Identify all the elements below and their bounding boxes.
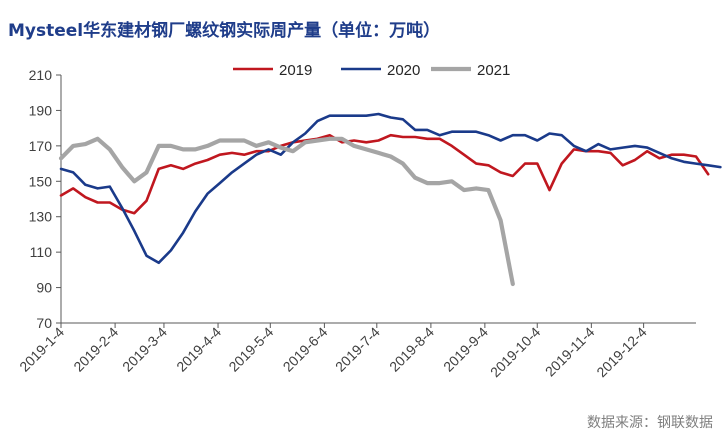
legend-label-2019: 2019 [279, 62, 312, 79]
legend: 2019 2020 2021 [233, 62, 510, 79]
series-line-2021 [58, 136, 515, 287]
chart-title: Mysteel华东建材钢厂螺纹钢实际周产量（单位：万吨） [8, 21, 441, 41]
x-tick-label: 2019-6-4 [280, 324, 331, 375]
y-tick-label: 170 [29, 138, 53, 154]
x-tick-label: 2019-5-4 [225, 324, 276, 375]
x-tick-label: 2019-7-4 [332, 324, 383, 375]
y-tick-label: 150 [29, 173, 53, 189]
x-tick-label: 2019-3-4 [119, 324, 170, 375]
series-line-2019 [59, 133, 710, 215]
legend-label-2021: 2021 [477, 62, 510, 79]
y-tick-label: 90 [36, 280, 52, 296]
x-tick-label: 2019-1-4 [16, 324, 67, 375]
x-tick-label: 2019-4-4 [173, 324, 224, 375]
y-tick-label: 110 [30, 244, 53, 260]
x-tick-label: 2019-12-4 [593, 324, 650, 381]
y-tick-label: 210 [29, 67, 53, 83]
y-tick-label: 130 [29, 209, 53, 225]
y-tick-label: 190 [29, 102, 53, 118]
x-tick-label: 2019-10-4 [487, 324, 544, 381]
legend-label-2020: 2020 [387, 62, 420, 79]
x-tick-label: 2019-8-4 [386, 324, 437, 375]
x-tick-label: 2019-11-4 [542, 324, 598, 380]
x-tick-label: 2019-9-4 [440, 324, 491, 375]
series-line-2020 [59, 112, 722, 265]
series-group [58, 112, 722, 287]
y-tick-label: 70 [36, 315, 52, 331]
x-tick-label: 2019-2-4 [70, 324, 121, 375]
chart-source: 数据来源：钢联数据 [587, 415, 713, 431]
